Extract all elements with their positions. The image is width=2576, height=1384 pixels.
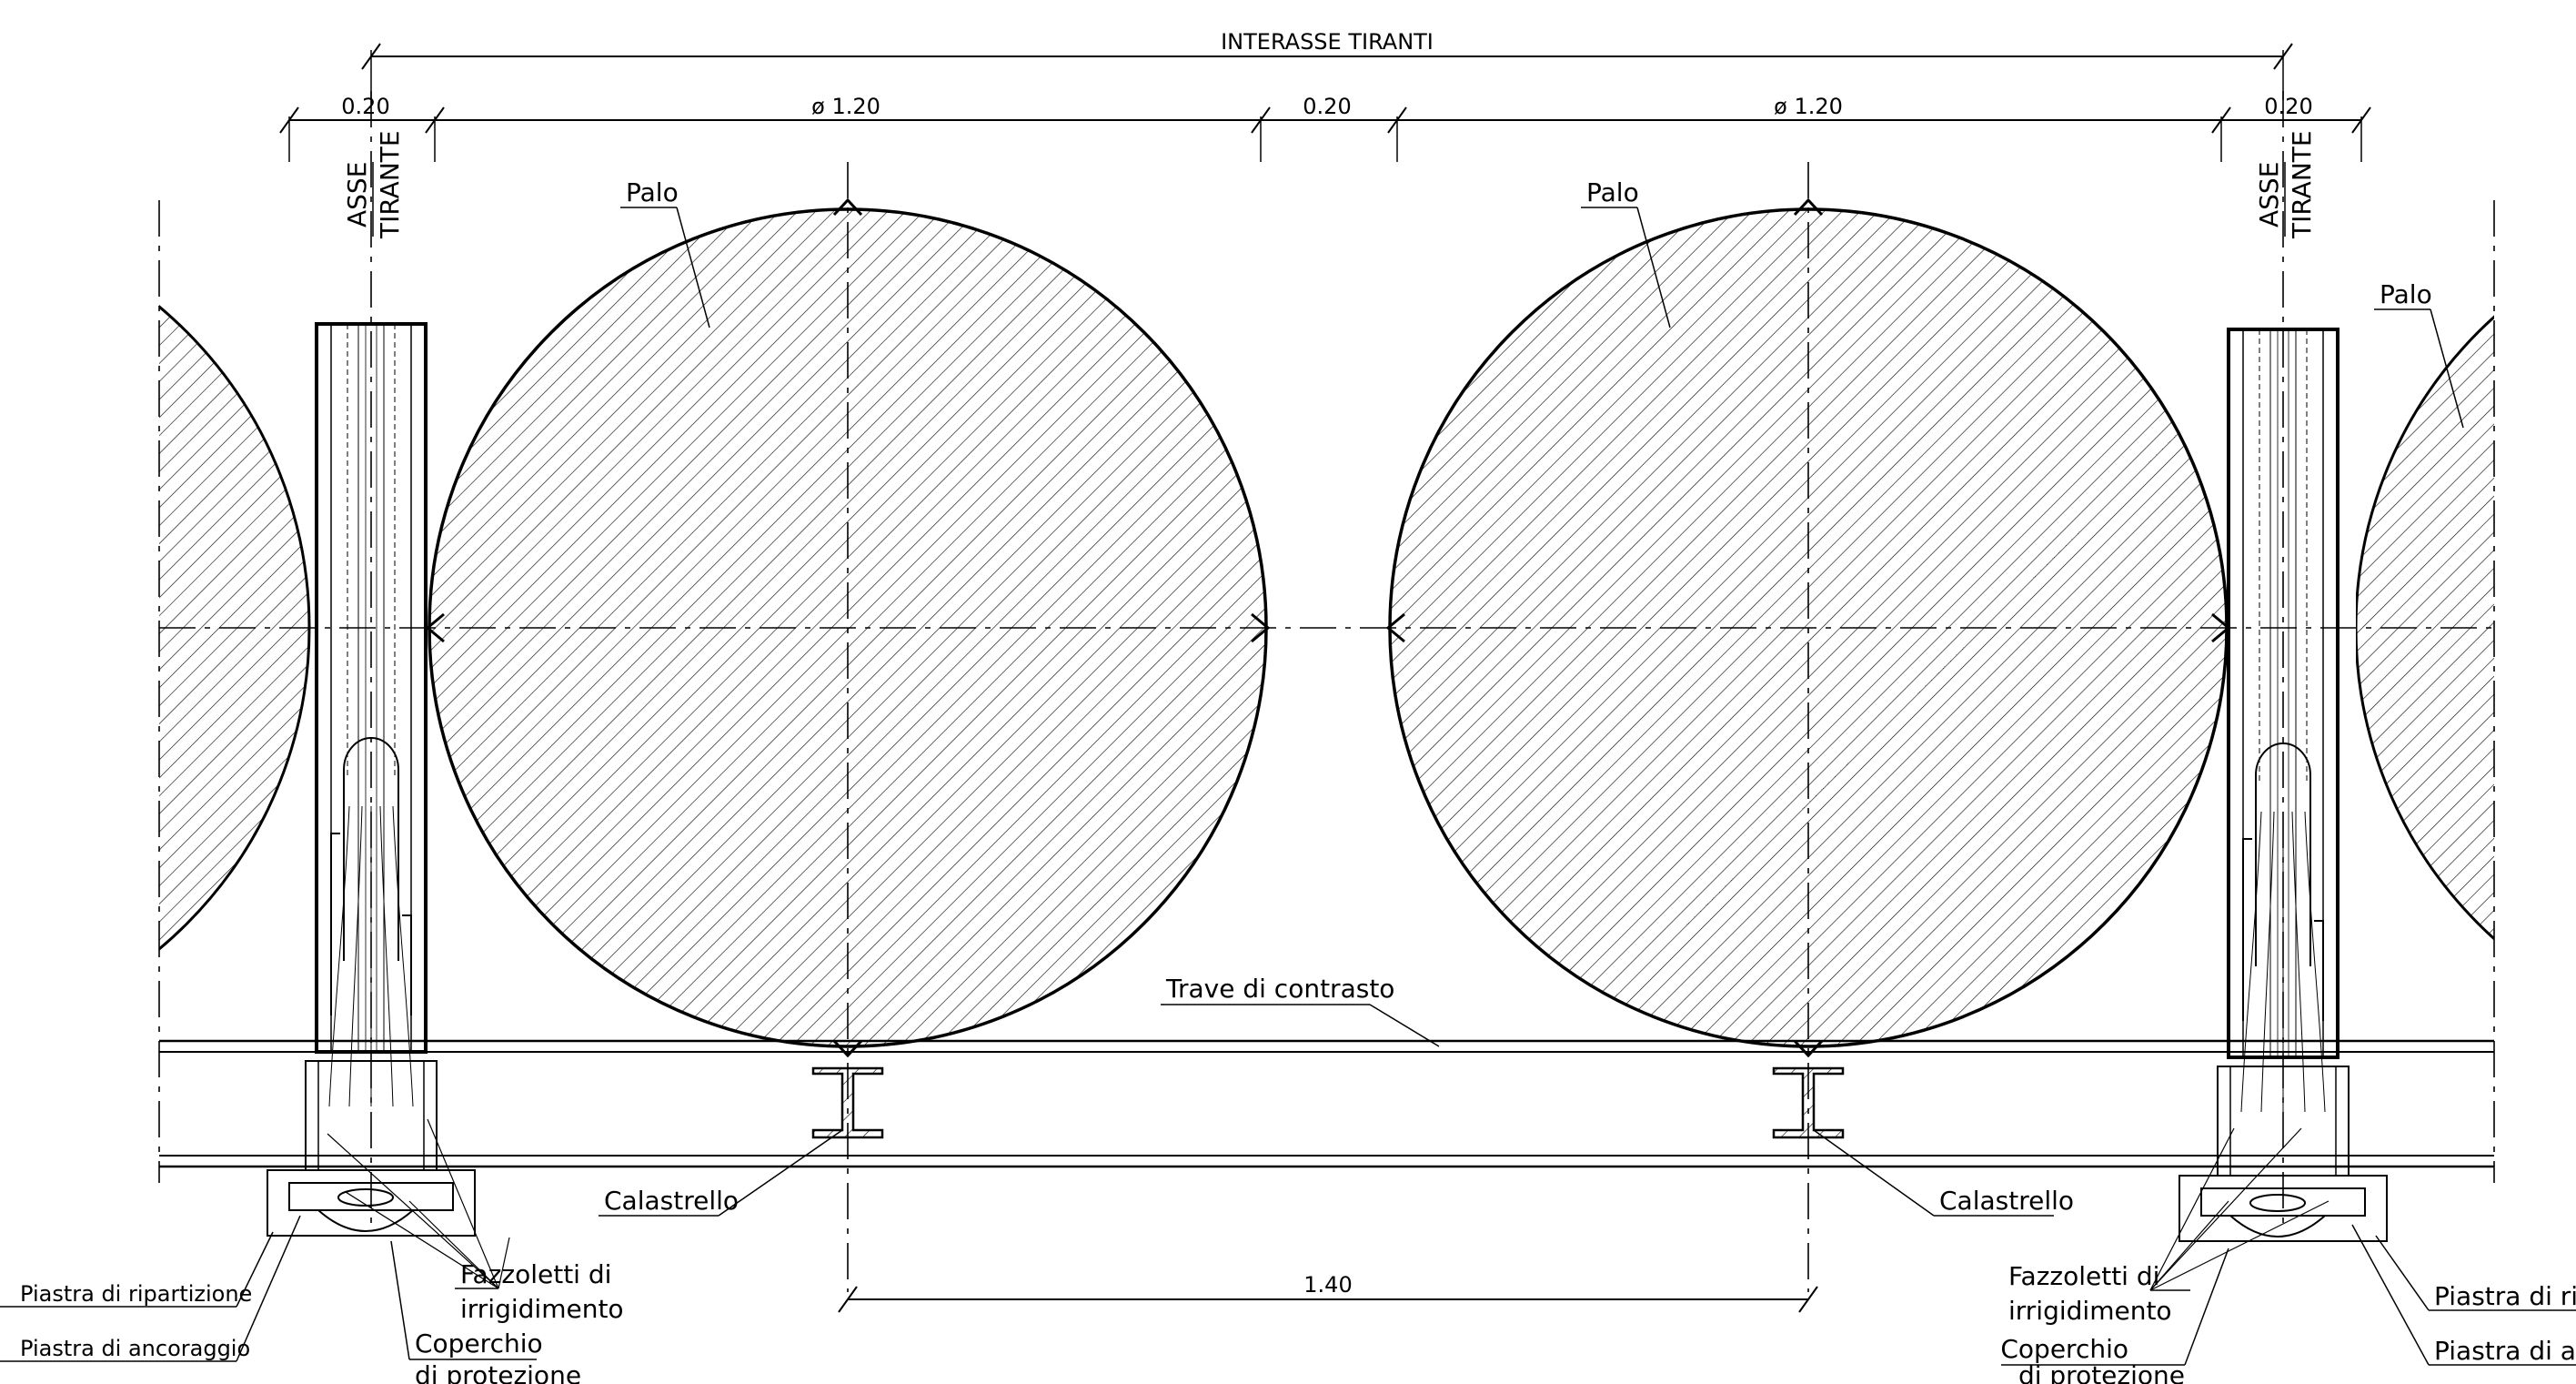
trave-label-group: Trave di contrasto: [1161, 974, 1440, 1047]
calastrello-label-left-group: Calastrello: [599, 1129, 843, 1217]
irrigidimento-label-left: irrigidimento: [460, 1294, 624, 1324]
palo-label-center-group: Palo: [1581, 177, 1671, 328]
palo-label-center: Palo: [1586, 177, 1639, 207]
calastrello-label-left: Calastrello: [604, 1186, 739, 1216]
coperchio-label-left: Coperchio: [415, 1328, 543, 1359]
coperchio-label-left-group: Coperchio di protezione: [390, 1240, 581, 1384]
calastrello-label-right: Calastrello: [1939, 1186, 2074, 1216]
pile-partial-right: [2356, 315, 2494, 941]
dimension-pile-spacing: 1.40: [838, 1272, 1818, 1313]
piastra-ancoraggio-left: Piastra di ancoraggio: [20, 1336, 250, 1361]
palo-label-right: Palo: [2380, 279, 2432, 309]
piastra-ripartizione-left: Piastra di ripartizione: [20, 1281, 252, 1307]
trave-label: Trave di contrasto: [1165, 974, 1394, 1004]
protezione-label-right: di protezione: [2018, 1360, 2185, 1384]
irrigidimento-label-right: irrigidimento: [2008, 1296, 2172, 1326]
protezione-label-left: di protezione: [415, 1360, 581, 1384]
piastra-labels-right: Piastra di ripartizione Piastra di ancor…: [2351, 1224, 2576, 1366]
fazzoletti-label-left-group: Fazzoletti di irrigidimento: [327, 1118, 624, 1324]
palo-label-right-group: Palo: [2374, 279, 2464, 429]
dimension-d3: 0.20: [1303, 94, 1351, 119]
dimension-d1: 0.20: [341, 94, 389, 119]
trave-di-contrasto: [159, 1039, 2494, 1168]
piastra-ancoraggio-right: Piastra di ancoraggio: [2434, 1336, 2576, 1366]
tirante-label-right: TIRANTE: [2287, 130, 2317, 239]
fazzoletti-label-right: Fazzoletti di: [2008, 1261, 2159, 1291]
dimension-d5: 0.20: [2264, 94, 2312, 119]
dimension-interasse-label: INTERASSE TIRANTI: [1221, 29, 1434, 55]
palo-label-left-group: Palo: [620, 177, 710, 328]
tirante-label-left: TIRANTE: [375, 130, 405, 239]
fazzoletti-label-left: Fazzoletti di: [460, 1259, 611, 1289]
coperchio-label-right-group: Coperchio di protezione: [2000, 1248, 2229, 1384]
asse-label-left: ASSE: [342, 162, 372, 227]
dimension-chain: 0.20 ø 1.20 0.20 ø 1.20 0.20: [279, 94, 2371, 162]
piastra-ripartizione-right: Piastra di ripartizione: [2434, 1281, 2576, 1311]
fazzoletti-label-right-group: Fazzoletti di irrigidimento: [2008, 1127, 2329, 1326]
calastrello-right: [1772, 1066, 1845, 1139]
piastra-labels-left: Piastra di ripartizione Piastra di ancor…: [0, 1215, 301, 1362]
palo-label-left: Palo: [626, 177, 679, 207]
calastrello-label-right-group: Calastrello: [1813, 1129, 2074, 1217]
dimension-d2: ø 1.20: [811, 94, 880, 119]
dimension-d4: ø 1.20: [1774, 94, 1843, 119]
asse-label-right: ASSE: [2254, 162, 2284, 227]
dimension-interasse: INTERASSE TIRANTI: [361, 29, 2293, 100]
dimension-pile-spacing-label: 1.40: [1303, 1272, 1352, 1298]
calastrello-left: [811, 1066, 884, 1139]
pile-partial-left: [159, 305, 311, 951]
coperchio-label-right: Coperchio: [2000, 1334, 2128, 1364]
